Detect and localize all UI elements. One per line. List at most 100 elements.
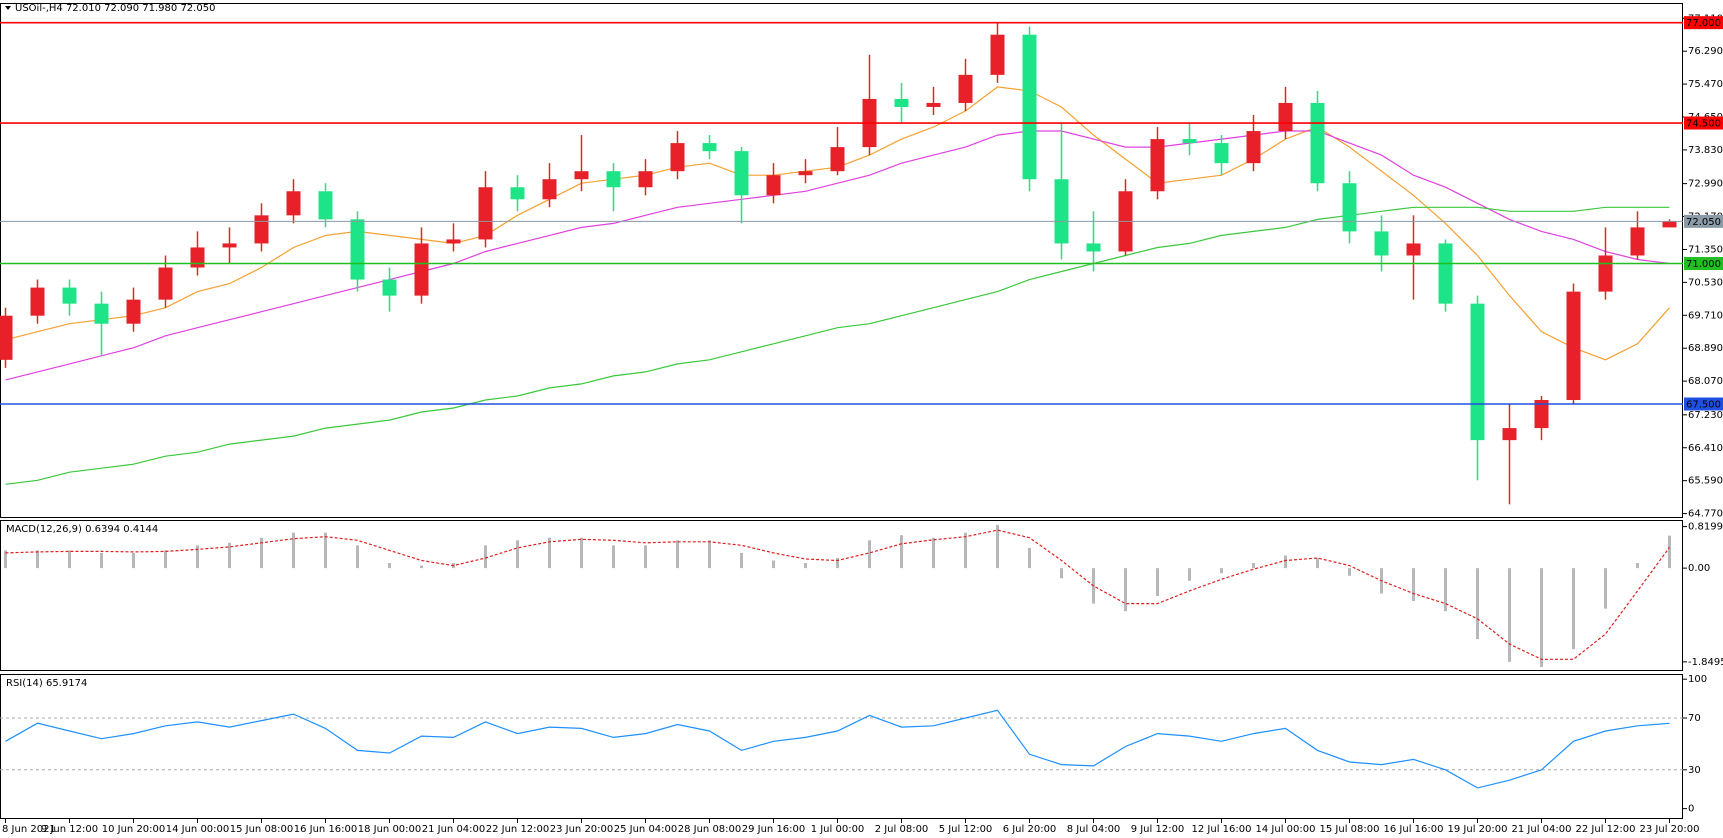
x-tick-label: 15 Jul 08:00 <box>1320 824 1380 835</box>
macd-bar <box>324 532 327 569</box>
y-tick-label: 76.290 <box>1688 46 1723 57</box>
candle-body <box>1630 227 1645 256</box>
candle-body <box>158 267 173 300</box>
candle-body <box>670 143 685 172</box>
y-tick-label: 100 <box>1688 674 1707 685</box>
macd-bar <box>804 563 807 569</box>
candle-body <box>574 171 589 180</box>
macd-bar <box>580 537 583 569</box>
macd-bar <box>644 545 647 569</box>
candle-body <box>30 287 45 316</box>
macd-bar <box>1316 558 1319 569</box>
y-tick-label: 69.710 <box>1688 310 1723 321</box>
x-tick-label: 23 Jun 20:00 <box>550 824 614 835</box>
macd-bar <box>1284 555 1287 569</box>
x-tick-label: 9 Jul 12:00 <box>1131 824 1185 835</box>
macd-bar <box>1060 568 1063 579</box>
x-tick-label: 10 Jun 20:00 <box>102 824 166 835</box>
y-tick-label: 68.070 <box>1688 376 1723 387</box>
price-level-tag <box>1684 397 1723 411</box>
macd-bar <box>196 545 199 569</box>
x-tick-label: 14 Jun 00:00 <box>166 824 230 835</box>
x-tick-label: 21 Jun 04:00 <box>422 824 486 835</box>
panel-frame <box>0 520 1683 671</box>
macd-bar <box>708 540 711 569</box>
price-level-tag <box>1684 16 1723 30</box>
macd-signal <box>5 529 1670 660</box>
candle-body <box>798 171 813 176</box>
macd-bar <box>836 558 839 569</box>
macd-bar <box>900 535 903 569</box>
candle-body <box>542 179 557 200</box>
candle-body <box>1182 139 1197 144</box>
candle-body <box>254 215 269 244</box>
candle-body <box>414 243 429 296</box>
macd-bar <box>356 545 359 569</box>
macd-bar <box>1572 568 1575 650</box>
macd-bar <box>932 537 935 569</box>
candle-body <box>1374 231 1389 256</box>
candle-body <box>606 171 621 188</box>
macd-bar <box>132 552 135 569</box>
candle-body <box>958 74 973 103</box>
candle-body <box>318 191 333 220</box>
macd-bar <box>1668 535 1671 569</box>
y-tick-label: 75.470 <box>1688 79 1723 90</box>
menu-arrow[interactable] <box>5 6 11 10</box>
x-tick-label: 8 Jun 2021 <box>2 824 56 835</box>
macd-bar <box>676 540 679 569</box>
candle-body <box>222 243 237 248</box>
x-tick-label: 22 Jul 12:00 <box>1576 824 1636 835</box>
moving-average <box>5 130 1670 381</box>
candle-body <box>0 315 13 360</box>
macd-bar <box>1156 568 1159 597</box>
x-tick-label: 15 Jun 08:00 <box>230 824 294 835</box>
moving-average <box>5 206 1670 485</box>
candle-body <box>1662 221 1677 228</box>
y-tick-label: 0.8199 <box>1688 522 1723 533</box>
candle-body <box>190 247 205 268</box>
candle-body <box>1150 139 1165 192</box>
candle-body <box>1310 102 1325 184</box>
y-tick-label: 70 <box>1688 713 1701 724</box>
candle-body <box>926 102 941 107</box>
macd-bar <box>1604 568 1607 609</box>
macd-bar <box>1540 568 1543 667</box>
price-level-tag <box>1684 214 1723 228</box>
x-tick-label: 5 Jul 12:00 <box>939 824 993 835</box>
panel-frame <box>0 674 1683 819</box>
macd-bar <box>260 537 263 569</box>
price-level-tag <box>1684 257 1723 271</box>
x-tick-label: 28 Jun 08:00 <box>678 824 742 835</box>
candle-body <box>1214 143 1229 164</box>
candle-body <box>766 175 781 196</box>
macd-bar <box>772 560 775 569</box>
price-level-label: 71.000 <box>1686 259 1721 270</box>
x-tick-label: 19 Jul 20:00 <box>1448 824 1508 835</box>
x-tick-label: 2 Jul 08:00 <box>875 824 929 835</box>
macd-bar <box>964 532 967 569</box>
macd-bar <box>292 532 295 569</box>
macd-title: MACD(12,26,9) 0.6394 0.4144 <box>6 524 158 535</box>
macd-bar <box>1412 568 1415 602</box>
x-tick-label: 23 Jul 20:00 <box>1640 824 1700 835</box>
candle-body <box>286 191 301 216</box>
candle-body <box>702 143 717 152</box>
candle-body <box>830 147 845 172</box>
candle-body <box>478 187 493 240</box>
macd-bar <box>484 545 487 569</box>
macd-bar <box>388 563 391 569</box>
x-tick-label: 25 Jun 04:00 <box>614 824 678 835</box>
macd-bar <box>1444 568 1447 612</box>
candle-body <box>990 34 1005 75</box>
panel-frame <box>0 3 1683 518</box>
y-tick-label: 64.770 <box>1688 509 1723 520</box>
macd-bar <box>868 540 871 569</box>
candle-body <box>638 171 653 188</box>
macd-bar <box>1508 568 1511 662</box>
y-tick-label: 70.530 <box>1688 277 1723 288</box>
y-tick-label: 71.350 <box>1688 244 1723 255</box>
x-tick-label: 8 Jul 04:00 <box>1067 824 1121 835</box>
macd-bar <box>548 537 551 569</box>
